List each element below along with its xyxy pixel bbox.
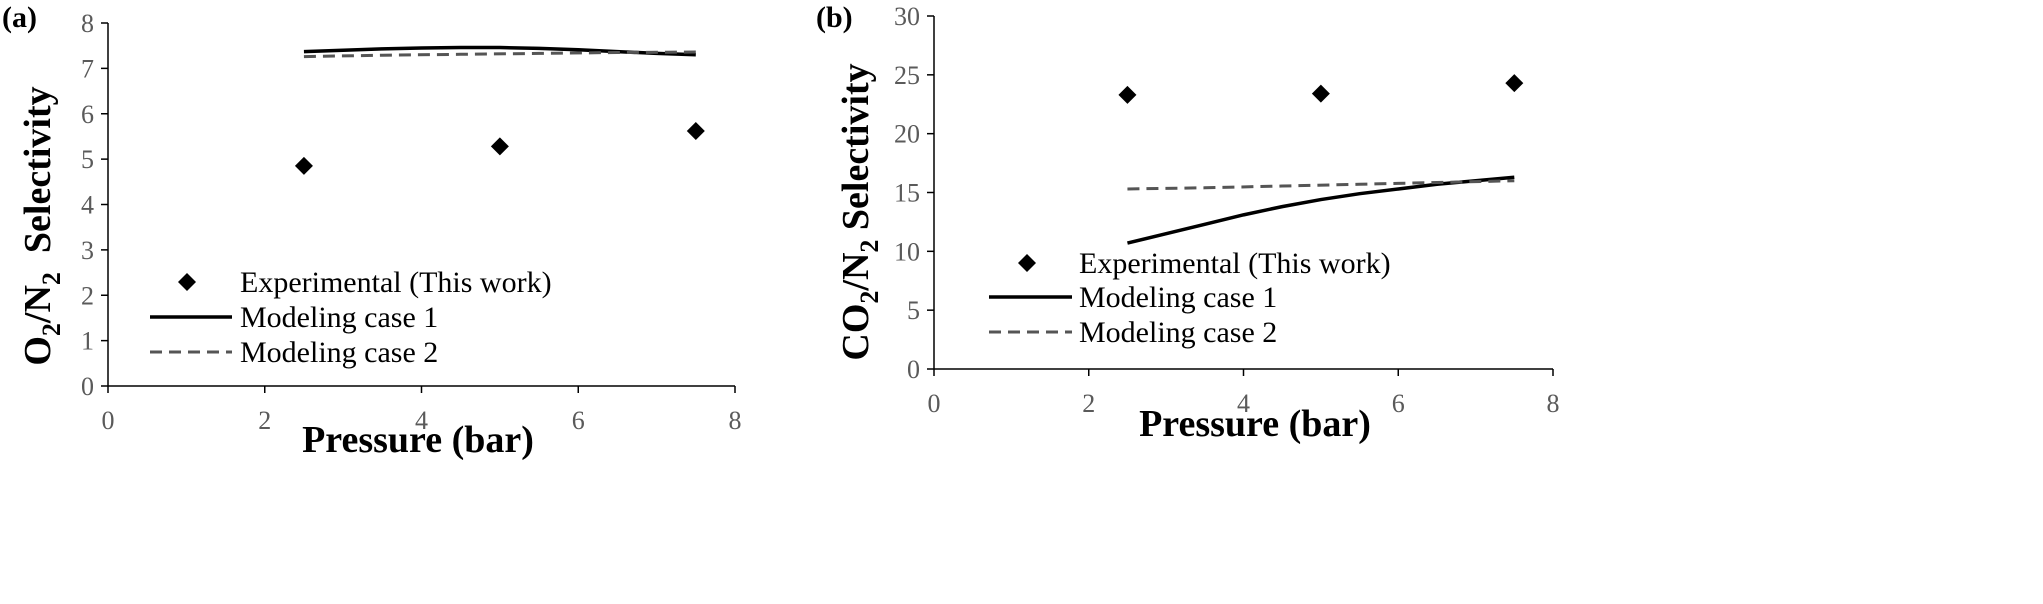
y-tick-label: 5 xyxy=(81,145,94,174)
legend-diamond-icon xyxy=(178,273,196,291)
legend-label: Modeling case 1 xyxy=(1079,281,1277,314)
y-tick-label: 15 xyxy=(894,179,920,208)
experimental-point xyxy=(1311,84,1330,103)
x-tick-label: 0 xyxy=(102,406,115,435)
y-axis-title-part: /N xyxy=(835,253,877,292)
y-tick-label: 20 xyxy=(894,120,920,149)
x-axis-title: Pressure (bar) xyxy=(1139,403,1371,445)
y-tick-label: 25 xyxy=(894,61,920,90)
y-tick-label: 30 xyxy=(894,2,920,31)
y-axis-title-part: CO xyxy=(835,304,877,361)
legend-label: Modeling case 2 xyxy=(1079,316,1277,349)
y-tick-label: 1 xyxy=(81,327,94,356)
legend: Experimental (This work)Modeling case 1M… xyxy=(989,247,1391,349)
y-axis-title: CO2/N2 Selectivity xyxy=(835,63,884,360)
experimental-point xyxy=(1505,74,1524,93)
y-tick-label: 7 xyxy=(81,54,94,83)
y-tick-label: 10 xyxy=(894,237,920,266)
y-axis-title-subscript: 2 xyxy=(855,291,884,304)
legend-diamond-icon xyxy=(1018,254,1036,272)
x-tick-label: 4 xyxy=(415,406,428,435)
y-tick-label: 8 xyxy=(81,9,94,38)
x-axis-title: Pressure (bar) xyxy=(302,419,534,461)
y-tick-label: 4 xyxy=(81,191,94,220)
experimental-point xyxy=(686,121,705,140)
modeling-case-2-line xyxy=(1127,179,1515,191)
experimental-point xyxy=(1118,85,1137,104)
panel-label: (a) xyxy=(2,1,37,34)
y-tick-label: 2 xyxy=(81,281,94,310)
legend-label: Modeling case 2 xyxy=(240,336,438,369)
y-axis-title-subscript: 2 xyxy=(855,240,884,253)
x-tick-label: 4 xyxy=(1237,389,1250,418)
x-tick-label: 6 xyxy=(572,406,585,435)
y-tick-label: 0 xyxy=(907,355,920,384)
y-tick-label: 6 xyxy=(81,100,94,129)
x-tick-label: 8 xyxy=(1547,389,1560,418)
y-axis-title-part: O xyxy=(17,336,59,366)
y-axis-title-part: Selectivity xyxy=(835,63,877,239)
y-tick-label: 5 xyxy=(907,296,920,325)
x-tick-label: 8 xyxy=(729,406,742,435)
x-tick-label: 6 xyxy=(1392,389,1405,418)
y-axis-title: O2/N2 Selectivity xyxy=(17,86,66,365)
y-tick-label: 0 xyxy=(81,372,94,401)
y-axis-title-part: /N xyxy=(17,285,59,324)
experimental-point xyxy=(490,137,509,156)
y-axis-title-subscript: 2 xyxy=(37,272,66,285)
y-tick-label: 3 xyxy=(81,236,94,265)
y-axis-title-subscript: 2 xyxy=(37,323,66,336)
y-axis-title-part: Selectivity xyxy=(17,86,59,272)
x-tick-label: 2 xyxy=(258,406,271,435)
legend-label: Experimental (This work) xyxy=(240,266,552,299)
modeling-case-1-line xyxy=(1127,175,1515,245)
experimental-point xyxy=(294,156,313,175)
x-tick-label: 2 xyxy=(1082,389,1095,418)
x-tick-label: 0 xyxy=(928,389,941,418)
legend-label: Modeling case 1 xyxy=(240,301,438,334)
legend-label: Experimental (This work) xyxy=(1079,247,1391,280)
modeling-case-2-line xyxy=(303,50,696,59)
legend: Experimental (This work)Modeling case 1M… xyxy=(150,266,552,369)
panel-label: (b) xyxy=(816,1,853,34)
